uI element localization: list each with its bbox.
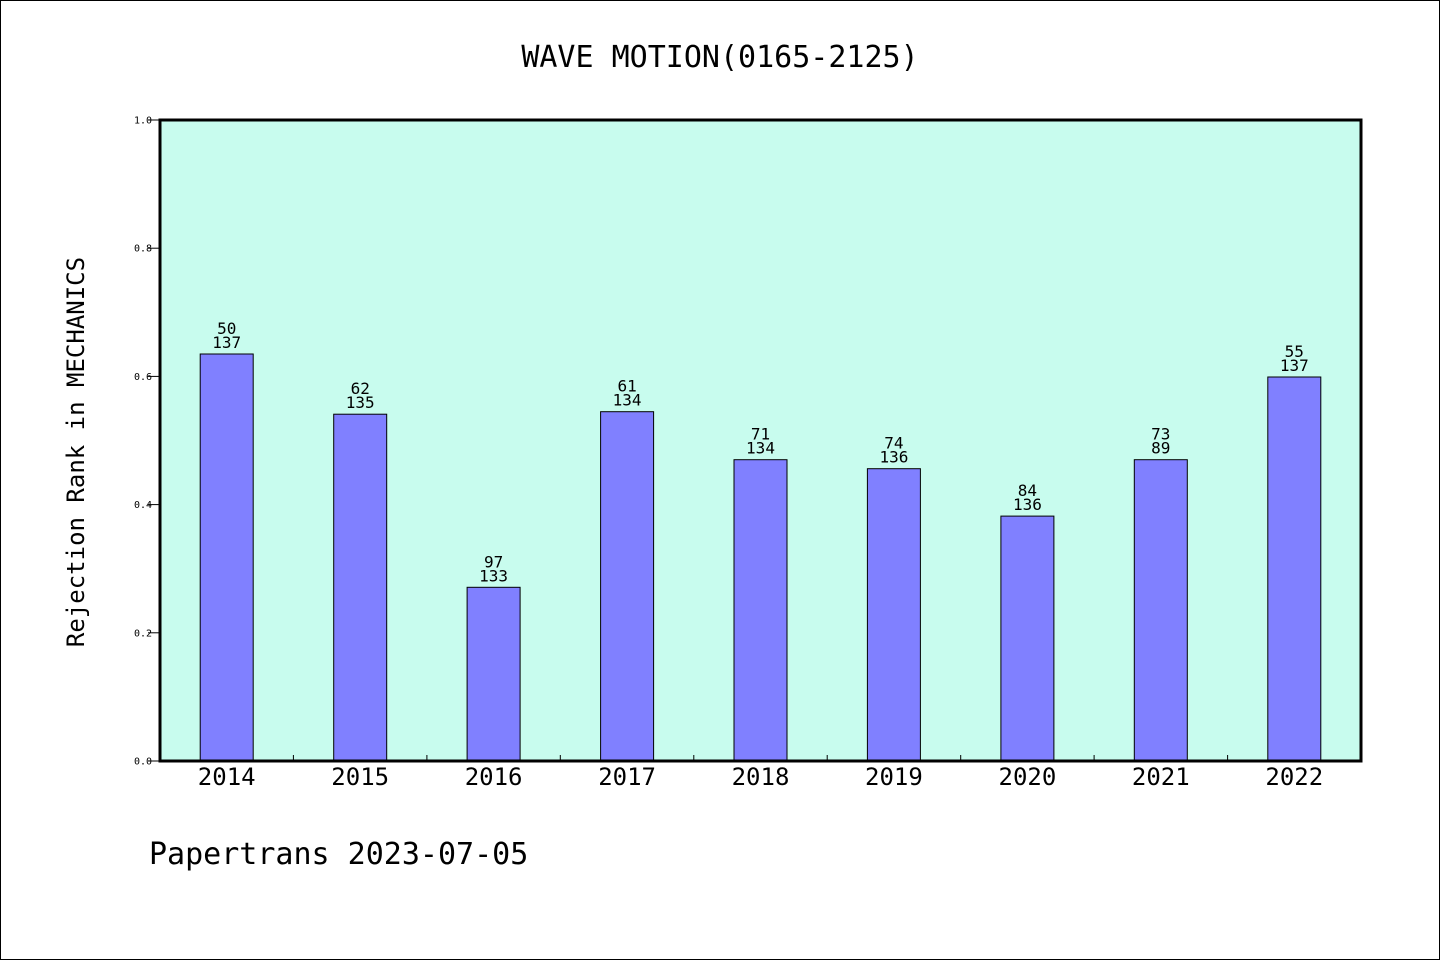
x-axis: 2014 2015 2016 2017 2018 2019 2020 2021 2022: [198, 755, 1323, 791]
y-tick-label: 0.6: [134, 372, 152, 383]
data-label-top: 61: [617, 377, 636, 396]
x-tick-label: 2021: [1132, 763, 1190, 791]
x-tick-label: 2022: [1265, 763, 1323, 791]
data-label-top: 71: [751, 425, 770, 444]
data-label-top: 74: [884, 434, 903, 453]
x-tick-label: 2018: [732, 763, 790, 791]
bar-2021: [1133, 459, 1188, 762]
y-tick-label: 0.0: [134, 757, 152, 768]
data-label-bottom: 134: [746, 439, 775, 458]
data-label-top: 55: [1285, 342, 1304, 361]
bars: [199, 353, 1322, 762]
x-tick-label: 2014: [198, 763, 256, 791]
y-tick-label: 1.0: [134, 116, 152, 127]
y-axis-label: Rejection Rank in MECHANICS: [62, 257, 90, 647]
data-label-bottom: 136: [1013, 495, 1042, 514]
y-tick-label: 0.2: [134, 628, 152, 639]
data-label-bottom: 136: [879, 448, 908, 467]
data-label-bottom: 137: [1280, 356, 1309, 375]
footer-text: Papertrans 2023-07-05: [149, 837, 528, 872]
data-label-top: 62: [351, 379, 370, 398]
data-label-bottom: 89: [1151, 439, 1170, 458]
data-label-top: 97: [484, 552, 503, 571]
data-label-bottom: 134: [613, 391, 642, 410]
x-tick-label: 2015: [331, 763, 389, 791]
bar-2017: [600, 411, 655, 762]
bar-2016: [466, 586, 521, 762]
bar-2014: [199, 353, 254, 762]
data-label-bottom: 137: [212, 333, 241, 352]
bar-2019: [866, 468, 921, 762]
chart-title: WAVE MOTION(0165-2125): [521, 40, 918, 75]
plot-border: [158, 118, 1363, 763]
x-tick-label: 2020: [999, 763, 1057, 791]
y-axis: 0.0 0.2 0.4 0.6 0.8 1.0: [134, 116, 160, 768]
bar-2015: [333, 413, 388, 762]
x-tick-label: 2017: [598, 763, 656, 791]
bar-2020: [1000, 515, 1055, 762]
x-tick-label: 2016: [465, 763, 523, 791]
data-label-top: 73: [1151, 425, 1170, 444]
x-tick-label: 2019: [865, 763, 923, 791]
bar-2018: [733, 459, 788, 762]
data-label-top: 84: [1018, 481, 1037, 500]
data-label-bottom: 135: [346, 393, 375, 412]
y-tick-label: 0.4: [134, 500, 152, 511]
data-label-bottom: 133: [479, 566, 508, 585]
bar-2022: [1267, 376, 1322, 762]
y-tick-label: 0.8: [134, 244, 152, 255]
data-label-top: 50: [217, 319, 236, 338]
